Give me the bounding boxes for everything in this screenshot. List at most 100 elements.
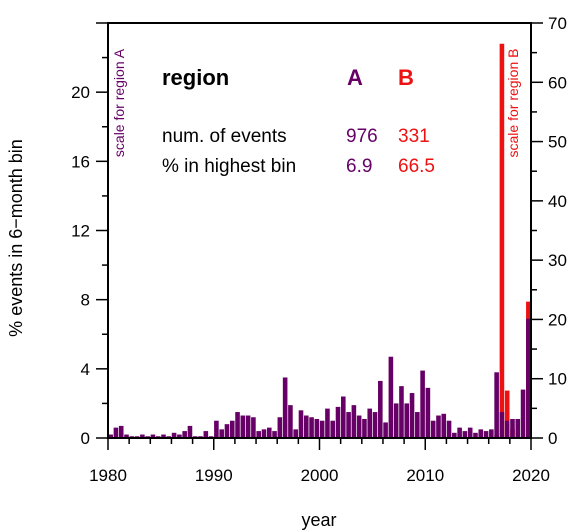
bar-a bbox=[489, 429, 494, 438]
table-row-events-label: num. of events bbox=[162, 126, 287, 147]
bar-a bbox=[346, 412, 351, 438]
right-tick-label: 50 bbox=[548, 133, 567, 152]
bar-a bbox=[314, 418, 320, 438]
bar-a bbox=[420, 370, 425, 438]
left-tick-label: 16 bbox=[71, 152, 90, 171]
right-scale-note: scale for region B bbox=[505, 49, 521, 158]
bar-a bbox=[467, 427, 473, 439]
bar-a bbox=[118, 425, 124, 438]
bar-a bbox=[515, 418, 521, 438]
bar-a bbox=[393, 403, 399, 438]
left-tick-label: 8 bbox=[81, 291, 90, 310]
left-tick-label: 20 bbox=[71, 83, 90, 102]
bar-a bbox=[256, 431, 261, 438]
left-tick-label: 0 bbox=[81, 429, 90, 448]
table-row-highest-a: 6.9 bbox=[346, 156, 372, 177]
bar-a bbox=[520, 389, 526, 438]
bar-a bbox=[335, 406, 341, 439]
right-tick-label: 30 bbox=[548, 251, 567, 270]
bar-a bbox=[171, 432, 177, 438]
table-header-a: A bbox=[347, 65, 363, 90]
bar-a bbox=[425, 387, 431, 438]
bar-a bbox=[499, 412, 505, 438]
bar-a bbox=[161, 434, 166, 438]
right-tick-label: 20 bbox=[548, 310, 567, 329]
table-row-highest-label: % in highest bin bbox=[162, 156, 296, 177]
bar-a bbox=[510, 418, 515, 438]
bar-a bbox=[177, 434, 182, 438]
bar-a bbox=[378, 380, 383, 438]
bar-a bbox=[388, 356, 394, 438]
bar-a bbox=[282, 377, 288, 438]
bar-a bbox=[362, 418, 367, 438]
bar-a bbox=[383, 422, 388, 438]
bar-a bbox=[415, 412, 420, 438]
legend-table: region A B num. of events 976 331 % in h… bbox=[162, 65, 435, 177]
bar-a bbox=[372, 412, 378, 438]
left-tick-label: 4 bbox=[81, 360, 90, 379]
bar-a bbox=[404, 403, 410, 438]
bar-a bbox=[219, 429, 224, 438]
series-a-bars bbox=[108, 318, 531, 439]
right-tick-label: 10 bbox=[548, 370, 567, 389]
bar-a bbox=[441, 413, 447, 438]
table-row-highest-b: 66.5 bbox=[398, 156, 435, 177]
bar-a bbox=[266, 427, 272, 439]
bar-a bbox=[399, 386, 404, 439]
right-tick-label: 60 bbox=[548, 73, 567, 92]
bar-a bbox=[261, 429, 267, 438]
right-y-axis: 0 10 20 30 40 50 60 70 bbox=[531, 14, 567, 448]
bar-b bbox=[499, 43, 505, 438]
bar-a bbox=[504, 420, 510, 438]
bar-a bbox=[150, 434, 156, 438]
bar-a bbox=[288, 405, 293, 438]
bar-a bbox=[235, 412, 240, 438]
bar-a bbox=[113, 427, 119, 439]
bar-a bbox=[140, 434, 145, 438]
x-tick-label: 2020 bbox=[512, 466, 550, 485]
bar-a bbox=[483, 431, 489, 438]
bar-a bbox=[251, 417, 256, 438]
bar-a bbox=[245, 415, 251, 438]
bar-a bbox=[330, 420, 336, 438]
bar-b bbox=[504, 390, 510, 438]
table-row-events-b: 331 bbox=[398, 126, 430, 147]
x-tick-label: 2010 bbox=[406, 466, 444, 485]
bar-a bbox=[229, 420, 235, 438]
table-row-events-a: 976 bbox=[346, 126, 378, 147]
right-tick-label: 0 bbox=[548, 429, 557, 448]
bar-a bbox=[494, 372, 499, 438]
bar-a bbox=[303, 415, 309, 438]
bar-a bbox=[356, 415, 362, 438]
bar-a bbox=[409, 393, 415, 438]
bar-a bbox=[430, 420, 436, 438]
left-scale-note: scale for region A bbox=[111, 48, 127, 157]
bar-a bbox=[277, 417, 283, 438]
table-header-label: region bbox=[162, 65, 229, 90]
left-y-axis-title: % events in 6−month bin bbox=[6, 139, 26, 337]
bar-a bbox=[436, 415, 441, 438]
bar-a bbox=[224, 424, 230, 438]
bar-a bbox=[325, 408, 330, 438]
x-axis: 1980 1990 2000 2010 2020 bbox=[89, 438, 550, 485]
right-tick-label: 40 bbox=[548, 192, 567, 211]
bar-a bbox=[293, 429, 298, 438]
bar-a bbox=[446, 420, 452, 438]
bar-a bbox=[367, 408, 373, 438]
x-axis-title: year bbox=[301, 510, 336, 530]
bar-a bbox=[319, 420, 325, 438]
x-tick-label: 1980 bbox=[89, 466, 127, 485]
bar-a bbox=[272, 431, 277, 438]
bar-a bbox=[526, 318, 531, 438]
bar-a bbox=[182, 431, 187, 438]
bar-a bbox=[473, 432, 478, 438]
bar-a bbox=[108, 434, 113, 438]
bar-a bbox=[457, 427, 462, 439]
bar-a bbox=[462, 431, 468, 438]
right-tick-label: 70 bbox=[548, 14, 567, 33]
left-tick-label: 12 bbox=[71, 222, 90, 241]
bar-a bbox=[309, 417, 314, 438]
bar-a bbox=[240, 415, 246, 438]
bar-a bbox=[124, 434, 129, 438]
